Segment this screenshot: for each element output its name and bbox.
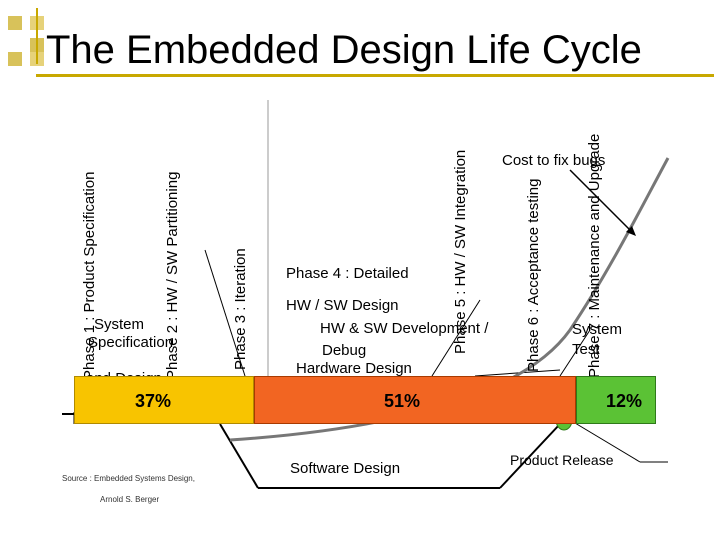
- product-release-label: Product Release: [510, 452, 614, 468]
- cost-to-fix-label: Cost to fix bugs: [502, 152, 606, 169]
- source-line2: Arnold S. Berger: [100, 495, 160, 504]
- system-spec-line2: Specification: [88, 334, 174, 351]
- hardware-design-label: Hardware Design: [296, 360, 412, 377]
- percent-spec: 37%: [135, 391, 172, 411]
- development-label: HW & SW Development /: [320, 320, 489, 337]
- page-title: The Embedded Design Life Cycle: [46, 28, 642, 72]
- bar-segment-design: [254, 376, 576, 424]
- bar-segment-spec: [74, 376, 254, 424]
- system-spec-line1: System: [94, 316, 145, 333]
- decor-squares: [0, 0, 50, 68]
- phase-6-label: Phase 6 : Acceptance testing: [525, 178, 542, 372]
- percent-test: 12%: [606, 391, 643, 411]
- debug-label: Debug: [322, 342, 367, 359]
- phase-3-label: Phase 3 : Iteration: [232, 248, 249, 370]
- system-test-line1: System: [572, 321, 623, 338]
- system-test-line2: Test: [572, 341, 600, 358]
- bar-segment-test: [576, 376, 656, 424]
- phase-4-label: Phase 4 : Detailed: [286, 265, 409, 282]
- percent-design: 51%: [384, 391, 421, 411]
- title-rule: [36, 8, 38, 64]
- source-line1: Source : Embedded Systems Design,: [62, 474, 195, 483]
- software-design-label: Software Design: [290, 460, 401, 477]
- title-underline: [36, 74, 714, 77]
- hw-sw-design-label: HW / SW Design: [286, 297, 399, 314]
